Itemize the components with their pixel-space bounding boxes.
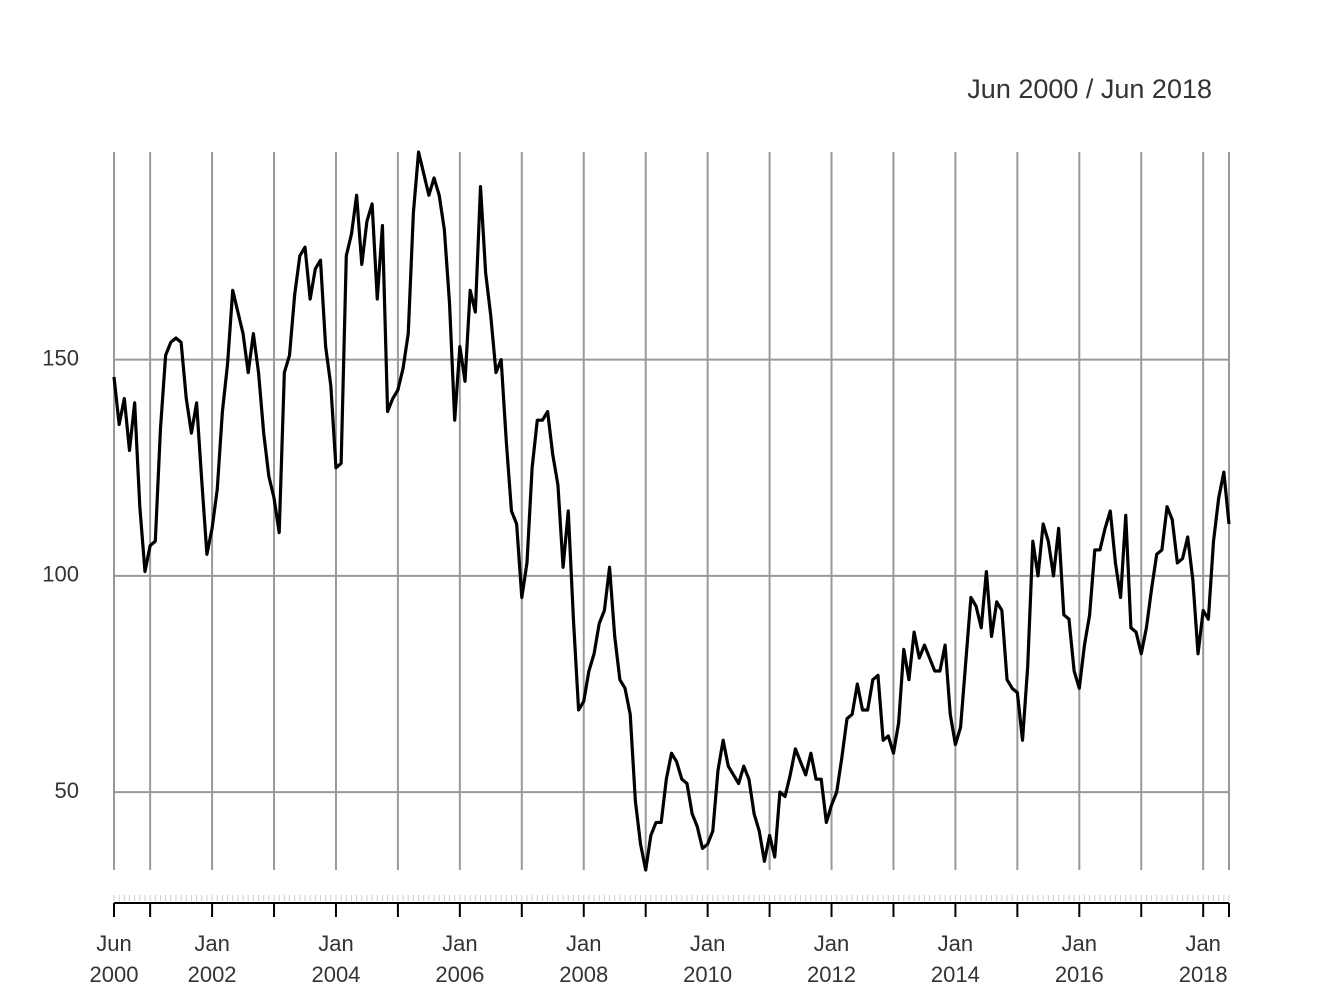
x-tick-label: Jan 2018: [1178, 931, 1228, 987]
x-tick-label: Jan 2008: [559, 931, 609, 987]
x-tick-label: Jun 2000: [89, 931, 139, 987]
chart-title: Jun 2000 / Jun 2018: [967, 74, 1212, 104]
x-tick-label: Jan 2002: [187, 931, 237, 987]
x-tick-label: Jan 2014: [930, 931, 980, 987]
data-line: [112, 150, 1231, 872]
y-tick-label: 50: [55, 778, 79, 803]
x-tick-label: Jan 2006: [435, 931, 485, 987]
y-tick-label: 100: [42, 562, 79, 587]
x-tick-label: Jan 2016: [1054, 931, 1104, 987]
x-tick-label: Jan 2010: [683, 931, 733, 987]
y-tick-label: 150: [42, 345, 79, 370]
x-tick-label: Jan 2004: [311, 931, 361, 987]
x-tick-label: Jan 2012: [807, 931, 856, 987]
